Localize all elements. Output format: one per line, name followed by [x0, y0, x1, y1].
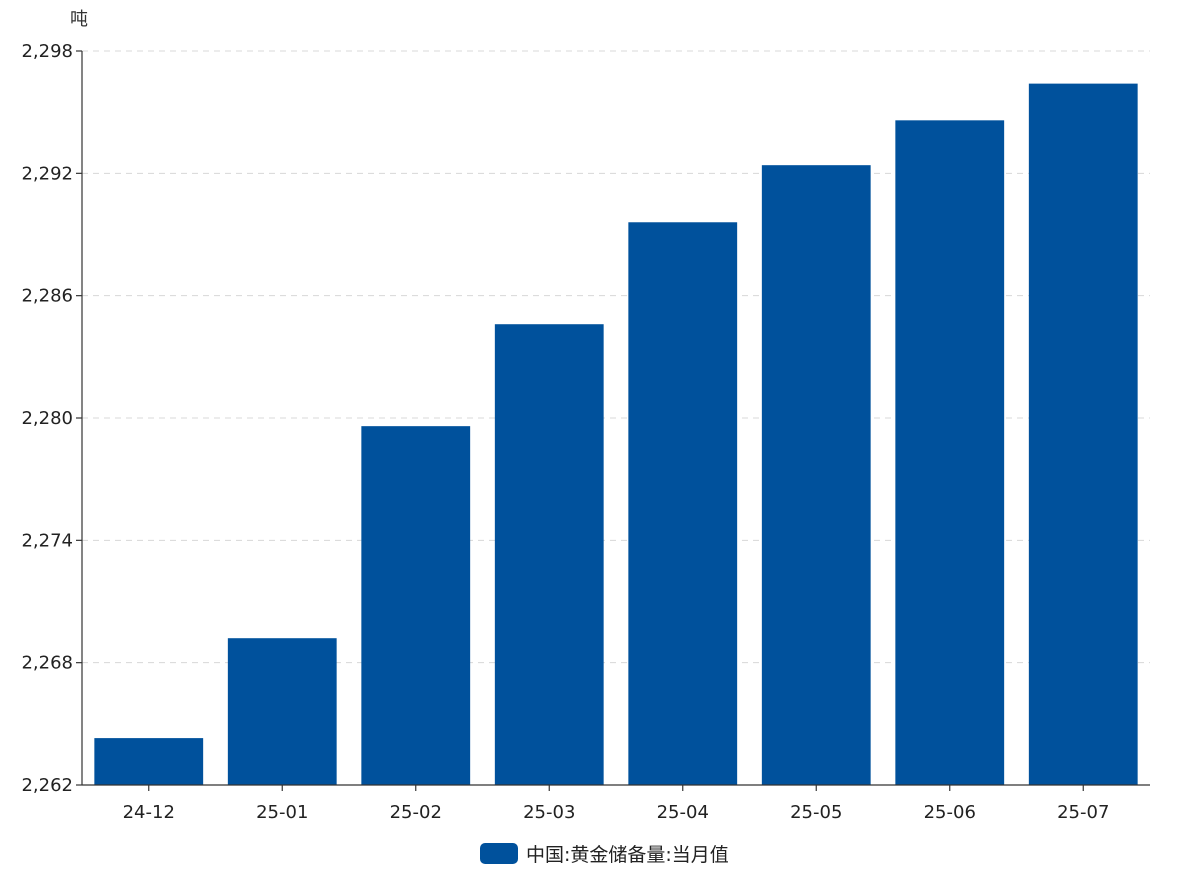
x-tick-label: 25-03: [523, 802, 575, 823]
bars: [94, 83, 1138, 786]
legend-swatch[interactable]: [480, 843, 518, 864]
y-axis-unit-label: 吨: [70, 9, 88, 30]
x-tick-label: 25-07: [1057, 802, 1109, 823]
y-tick-label: 2,280: [21, 408, 73, 429]
legend[interactable]: 中国:黄金储备量:当月值: [480, 843, 729, 866]
bar-24-12[interactable]: [94, 738, 204, 785]
x-tick-label: 25-02: [390, 802, 442, 823]
bar-25-02[interactable]: [361, 426, 471, 785]
y-tick-label: 2,262: [21, 775, 73, 796]
y-tick-label: 2,298: [21, 41, 73, 62]
x-tick-label: 25-04: [657, 802, 709, 823]
x-tick-label: 25-06: [924, 802, 976, 823]
legend-label[interactable]: 中国:黄金储备量:当月值: [526, 844, 729, 866]
bar-25-05[interactable]: [761, 165, 871, 785]
x-tick-label: 25-01: [256, 802, 308, 823]
y-tick-label: 2,274: [21, 530, 73, 551]
bar-25-07[interactable]: [1028, 83, 1138, 786]
gridlines: [82, 50, 1150, 664]
x-tick-label: 24-12: [123, 802, 175, 823]
bar-25-06[interactable]: [895, 120, 1005, 786]
bar-25-03[interactable]: [494, 324, 604, 785]
bar-25-01[interactable]: [227, 638, 337, 785]
x-tick-label: 25-05: [790, 802, 842, 823]
bar-25-04[interactable]: [628, 222, 738, 785]
y-tick-label: 2,286: [21, 286, 73, 307]
y-tick-label: 2,292: [21, 163, 73, 184]
y-tick-label: 2,268: [21, 653, 73, 674]
axes: 2,262 2,268 2,274 2,280 2,286 2,292 2,298 24-12…: [21, 41, 1150, 823]
